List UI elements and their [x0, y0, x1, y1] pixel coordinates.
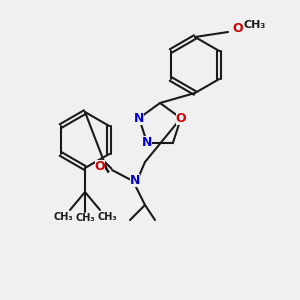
Text: O: O	[95, 160, 105, 172]
Text: CH₃: CH₃	[244, 20, 266, 30]
Text: N: N	[142, 136, 152, 149]
Text: N: N	[130, 173, 140, 187]
Text: N: N	[134, 112, 144, 125]
Text: O: O	[176, 112, 186, 125]
Text: O: O	[233, 22, 243, 34]
Text: CH₃: CH₃	[75, 213, 95, 223]
Text: CH₃: CH₃	[53, 212, 73, 222]
Text: CH₃: CH₃	[97, 212, 117, 222]
